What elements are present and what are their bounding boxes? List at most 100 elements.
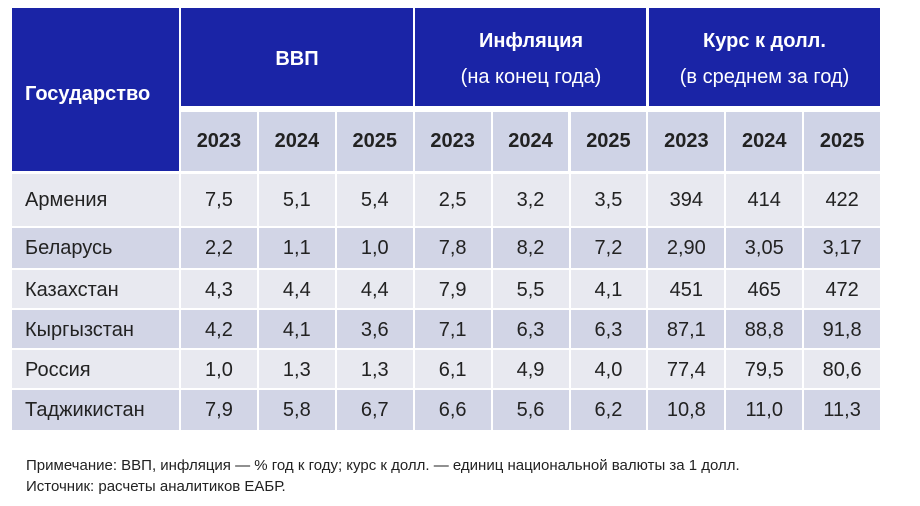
table-cell: 5,4 — [360, 188, 389, 211]
table-cell: 422 — [825, 188, 859, 211]
footnote-note: Примечание: ВВП, инфляция — % год к году… — [26, 457, 740, 474]
header-state: Государство — [12, 8, 179, 171]
table-row: Армения 7,5 5,1 5,4 2,5 3,2 3,5 394 414 422 — [12, 174, 880, 226]
table-cell: 6,2 — [594, 398, 623, 421]
table-cell: 6,7 — [360, 398, 389, 421]
year-header-cell: 2025 — [336, 112, 413, 171]
column-divider — [412, 8, 415, 432]
table-cell: 4,1 — [594, 278, 623, 301]
table-cell: 1,3 — [282, 358, 311, 381]
header-group-title: Инфляция — [478, 30, 584, 52]
table-cell: 3,05 — [744, 236, 784, 259]
table-cell: 4,2 — [205, 318, 233, 341]
table-cell: 4,3 — [205, 278, 233, 301]
table-cell: 5,1 — [282, 188, 311, 211]
header-group-title: Курс к долл. — [703, 30, 826, 52]
header-group-title: ВВП — [275, 48, 319, 70]
table-cell: 2,2 — [205, 236, 233, 259]
table-cell: 5,8 — [282, 398, 311, 421]
column-divider — [802, 112, 805, 432]
table-cell: 7,2 — [594, 236, 623, 259]
header-group-subtitle: (на конец года) — [460, 66, 602, 88]
row-divider — [12, 388, 880, 390]
table-cell: 6,3 — [594, 318, 623, 341]
table-cell: 7,5 — [205, 188, 233, 211]
row-divider — [12, 171, 880, 173]
year-header-cell: 2023 — [648, 112, 725, 171]
row-divider — [12, 226, 880, 228]
table-cell: 11,0 — [745, 398, 783, 421]
header-group-inflation: Инфляция (на конец года) — [415, 8, 647, 106]
row-country-name: Казахстан — [25, 278, 119, 301]
header-group-subtitle: (в среднем за год) — [679, 66, 850, 88]
table-cell: 3,17 — [822, 236, 862, 259]
row-divider — [12, 308, 880, 310]
table-cell: 91,8 — [822, 318, 862, 341]
table-cell: 451 — [669, 278, 704, 301]
table-row: Беларусь 2,2 1,1 1,0 7,8 8,2 7,2 2,90 3,05 3,17 — [12, 228, 880, 268]
table-cell: 6,3 — [516, 318, 545, 341]
table-cell: 1,0 — [360, 236, 389, 259]
column-divider — [490, 112, 493, 432]
column-divider — [179, 8, 181, 432]
row-divider — [12, 348, 880, 350]
table-row: Таджикистан 7,9 5,8 6,7 6,6 5,6 6,2 10,8 11,0 11,… — [12, 390, 880, 430]
table-cell: 3,6 — [360, 318, 389, 341]
table-cell: 1,3 — [360, 358, 389, 381]
table-cell: 6,1 — [438, 358, 467, 381]
table-cell: 4,4 — [282, 278, 311, 301]
table-cell: 4,4 — [360, 278, 389, 301]
header-group-gdp: ВВП — [181, 8, 413, 106]
year-header-cell: 2024 — [492, 112, 569, 171]
year-header-cell: 2025 — [570, 112, 647, 171]
table-cell: 394 — [669, 188, 704, 211]
table-row: Казахстан 4,3 4,4 4,4 7,9 5,5 4,1 451 465 472 — [12, 270, 880, 310]
table-cell: 1,0 — [205, 358, 233, 381]
table-cell: 11,3 — [823, 398, 861, 421]
table-cell: 2,90 — [666, 236, 706, 259]
table-cell: 7,9 — [438, 278, 467, 301]
column-divider — [256, 112, 259, 432]
column-divider — [568, 112, 571, 432]
year-header-cell: 2023 — [181, 112, 257, 171]
table-cell: 88,8 — [744, 318, 784, 341]
table-row: Кыргызстан 4,2 4,1 3,6 7,1 6,3 6,3 87,1 88,8 91,8 — [12, 310, 880, 350]
year-header-cell: 2024 — [726, 112, 803, 171]
data-table: Государство ВВП Инфляция (на конец года)… — [12, 8, 883, 432]
table-cell: 8,2 — [516, 236, 545, 259]
row-country-name: Россия — [25, 358, 91, 381]
footnote-source: Источник: расчеты аналитиков ЕАБР. — [26, 478, 286, 495]
table-cell: 2,5 — [438, 188, 467, 211]
table-cell: 414 — [747, 188, 781, 211]
table-cell: 87,1 — [666, 318, 706, 341]
table-cell: 80,6 — [822, 358, 862, 381]
table-cell: 3,2 — [516, 188, 545, 211]
header-state-label: Государство — [25, 83, 151, 105]
row-country-name: Беларусь — [25, 236, 113, 259]
table-cell: 4,9 — [516, 358, 545, 381]
column-divider — [646, 8, 649, 432]
row-country-name: Кыргызстан — [25, 318, 134, 341]
table-cell: 5,6 — [516, 398, 545, 421]
table-cell: 4,1 — [282, 318, 311, 341]
table-cell: 472 — [825, 278, 859, 301]
row-divider — [181, 106, 880, 108]
row-country-name: Таджикистан — [25, 398, 145, 421]
footnotes: Примечание: ВВП, инфляция — % год к году… — [26, 455, 740, 497]
table-row: Россия 1,0 1,3 1,3 6,1 4,9 4,0 77,4 79,5 80,6 — [12, 350, 880, 390]
table-cell: 1,1 — [282, 236, 311, 259]
table-cell: 7,9 — [205, 398, 233, 421]
year-header-cell: 2025 — [804, 112, 881, 171]
row-country-name: Армения — [25, 188, 108, 211]
table-cell: 7,1 — [438, 318, 467, 341]
header-group-exchange-rate: Курс к долл. (в среднем за год) — [649, 8, 880, 106]
table-cell: 10,8 — [666, 398, 706, 421]
table-cell: 79,5 — [744, 358, 784, 381]
table-cell: 7,8 — [438, 236, 467, 259]
column-divider — [334, 112, 337, 432]
table-cell: 4,0 — [594, 358, 623, 381]
row-divider — [12, 268, 880, 270]
table-cell: 465 — [747, 278, 781, 301]
column-divider — [724, 112, 727, 432]
table-cell: 6,6 — [438, 398, 467, 421]
